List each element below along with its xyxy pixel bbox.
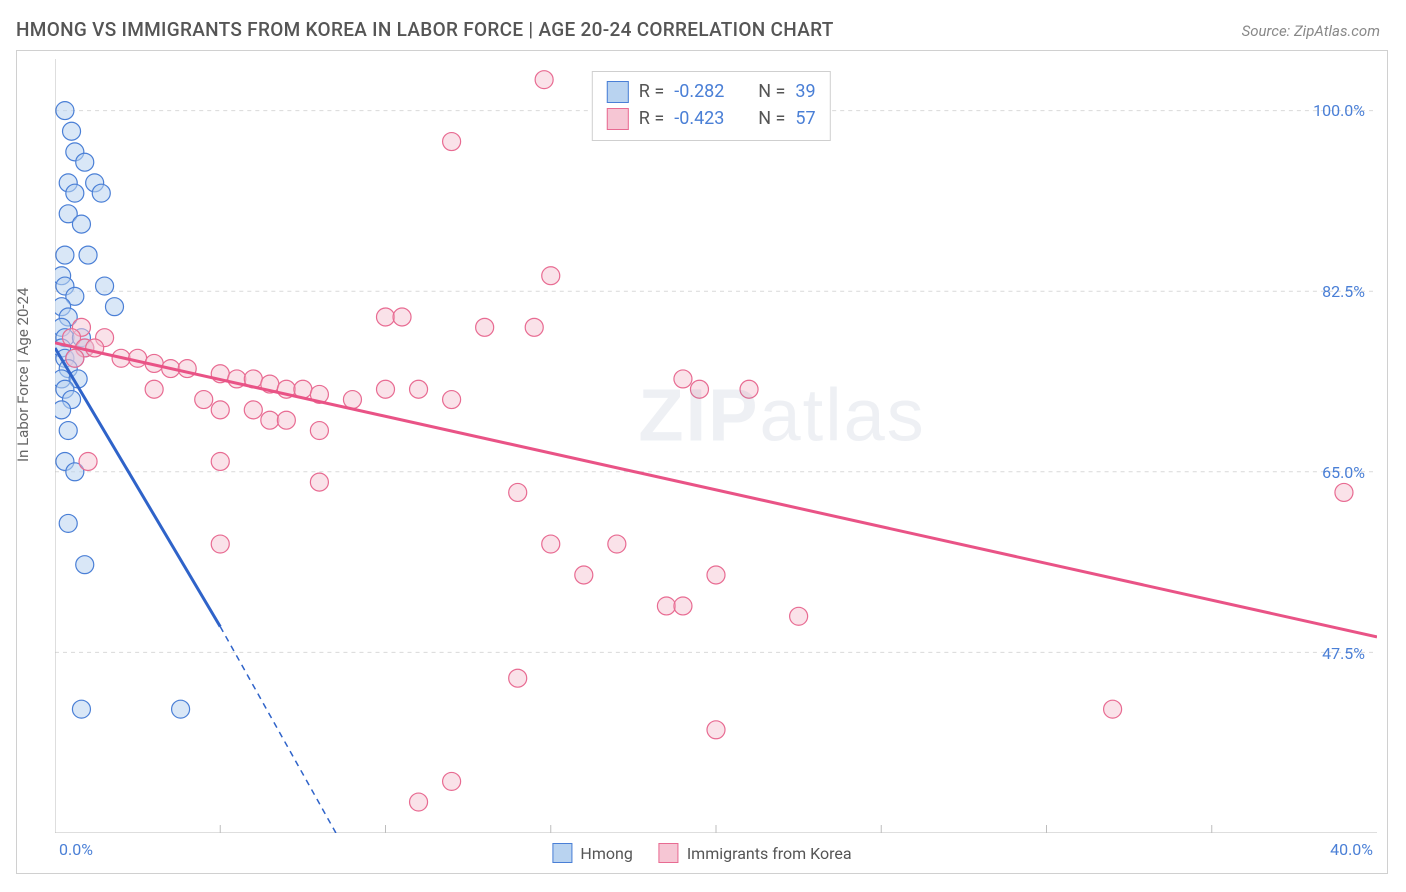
- data-point: [707, 566, 725, 584]
- data-point: [211, 453, 229, 471]
- data-point: [542, 267, 560, 285]
- data-point: [59, 514, 77, 532]
- data-point: [310, 473, 328, 491]
- data-point: [410, 380, 428, 398]
- trend-line: [55, 348, 220, 627]
- data-point: [525, 318, 543, 336]
- data-point: [211, 535, 229, 553]
- data-point: [393, 308, 411, 326]
- data-point: [509, 483, 527, 501]
- data-point: [608, 535, 626, 553]
- data-point: [790, 607, 808, 625]
- stats-r-value: -0.423: [674, 105, 738, 132]
- data-point: [443, 133, 461, 151]
- data-point: [92, 184, 110, 202]
- legend-label: Immigrants from Korea: [687, 844, 852, 863]
- data-point: [172, 700, 190, 718]
- stats-r-label: R =: [639, 78, 664, 105]
- data-point: [72, 700, 90, 718]
- y-tick-label: 100.0%: [1313, 101, 1365, 120]
- stats-r-value: -0.282: [674, 78, 738, 105]
- x-axis-min-label: 0.0%: [59, 840, 93, 859]
- data-point: [66, 349, 84, 367]
- stats-row: R = -0.423 N = 57: [607, 105, 816, 132]
- data-point: [443, 391, 461, 409]
- stats-legend-box: R = -0.282 N = 39 R = -0.423 N = 57: [592, 71, 831, 141]
- data-point: [244, 401, 262, 419]
- stats-n-label: N =: [758, 78, 785, 105]
- data-point: [542, 535, 560, 553]
- data-point: [690, 380, 708, 398]
- data-point: [674, 597, 692, 615]
- plot-svg: [55, 59, 1377, 833]
- data-point: [79, 453, 97, 471]
- y-tick-label: 82.5%: [1322, 282, 1365, 301]
- y-axis-label: In Labor Force | Age 20-24: [14, 288, 32, 462]
- data-point: [740, 380, 758, 398]
- data-point: [76, 556, 94, 574]
- stats-n-label: N =: [758, 105, 785, 132]
- data-point: [145, 380, 163, 398]
- stats-row: R = -0.282 N = 39: [607, 78, 816, 105]
- data-point: [96, 277, 114, 295]
- data-point: [1104, 700, 1122, 718]
- data-point: [56, 102, 74, 120]
- data-point: [575, 566, 593, 584]
- legend-swatch: [659, 843, 679, 863]
- data-point: [195, 391, 213, 409]
- data-point: [76, 153, 94, 171]
- plot-area: ZIPatlas R =-0.282N =39R =-0.423N =57: [55, 59, 1377, 833]
- chart-source: Source: ZipAtlas.com: [1242, 22, 1380, 40]
- stats-n-value: 39: [795, 78, 815, 105]
- y-tick-label: 47.5%: [1322, 644, 1365, 663]
- y-tick-label: 65.0%: [1322, 463, 1365, 482]
- data-point: [376, 308, 394, 326]
- stats-r-label: R =: [639, 105, 664, 132]
- data-point: [79, 246, 97, 264]
- legend-swatch: [552, 843, 572, 863]
- data-point: [674, 370, 692, 388]
- stats-n-value: 57: [795, 105, 815, 132]
- data-point: [56, 246, 74, 264]
- stats-swatch: [607, 108, 629, 130]
- chart-container: In Labor Force | Age 20-24 ZIPatlas R =-…: [16, 50, 1388, 874]
- data-point: [55, 401, 71, 419]
- data-point: [66, 184, 84, 202]
- data-point: [535, 71, 553, 89]
- chart-title: HMONG VS IMMIGRANTS FROM KOREA IN LABOR …: [16, 18, 834, 41]
- x-axis-max-label: 40.0%: [1330, 840, 1373, 859]
- chart-header: HMONG VS IMMIGRANTS FROM KOREA IN LABOR …: [0, 0, 1406, 49]
- data-point: [476, 318, 494, 336]
- trend-line-extrapolated: [220, 627, 336, 833]
- data-point: [72, 215, 90, 233]
- data-point: [59, 422, 77, 440]
- data-point: [105, 298, 123, 316]
- data-point: [343, 391, 361, 409]
- data-point: [211, 401, 229, 419]
- data-point: [310, 422, 328, 440]
- bottom-legend: Hmong Immigrants from Korea: [552, 843, 851, 863]
- data-point: [410, 793, 428, 811]
- stats-swatch: [607, 81, 629, 103]
- data-point: [657, 597, 675, 615]
- legend-item: Hmong: [552, 843, 632, 863]
- data-point: [63, 122, 81, 140]
- legend-item: Immigrants from Korea: [659, 843, 852, 863]
- data-point: [509, 669, 527, 687]
- data-point: [707, 721, 725, 739]
- data-point: [376, 380, 394, 398]
- data-point: [443, 772, 461, 790]
- data-point: [277, 411, 295, 429]
- data-point: [261, 411, 279, 429]
- legend-label: Hmong: [580, 844, 632, 863]
- data-point: [1335, 483, 1353, 501]
- trend-line: [55, 343, 1377, 637]
